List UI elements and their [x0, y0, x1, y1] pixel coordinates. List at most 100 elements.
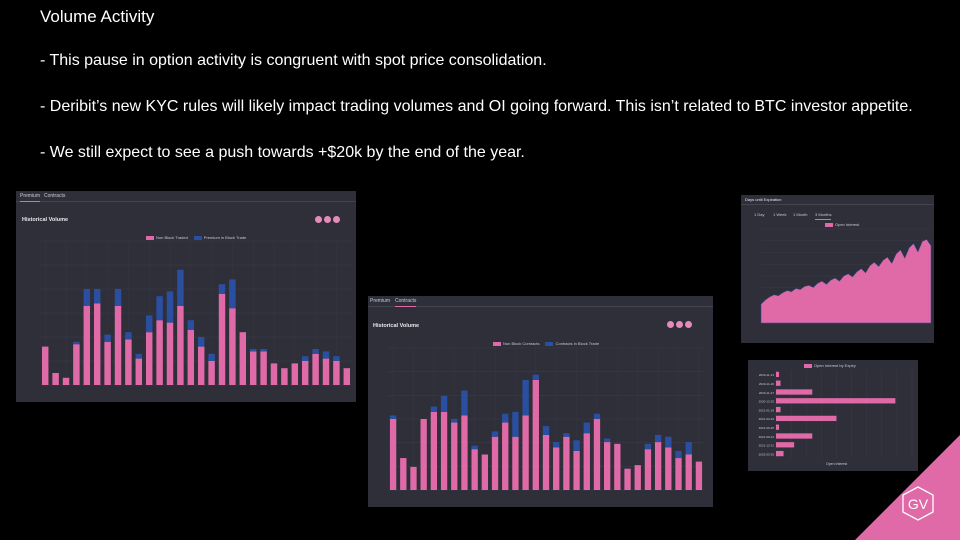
bar-block	[218, 284, 226, 294]
zoom-icon[interactable]	[676, 321, 683, 328]
bar-expiry	[776, 406, 781, 413]
bar-non-block	[281, 368, 288, 385]
bar-non-block	[125, 339, 132, 385]
reset-icon[interactable]	[685, 321, 692, 328]
download-icon[interactable]	[315, 216, 322, 223]
logo-hexagon	[902, 486, 934, 521]
bar-non-block	[420, 419, 427, 490]
bar-block	[542, 426, 550, 435]
legend-item[interactable]: Open Interest	[825, 222, 859, 227]
bar-non-block	[249, 351, 257, 385]
bar-block	[430, 406, 438, 412]
premium-volume-panel: Premium Contracts Historical Volume Non …	[16, 191, 356, 402]
bar-non-block	[322, 358, 330, 385]
chart-legend: Open Interest	[825, 222, 859, 227]
bar-non-block	[614, 443, 621, 490]
bar-block	[502, 413, 509, 423]
bar-non-block	[301, 361, 309, 385]
tab-contracts[interactable]: Contracts	[44, 193, 66, 199]
tab-premium[interactable]: Premium	[20, 193, 41, 202]
bar-non-block	[229, 308, 236, 385]
reset-icon[interactable]	[333, 216, 340, 223]
bar-block	[675, 450, 682, 459]
bar-block	[654, 434, 662, 443]
tab-3-months[interactable]: 3 Months	[815, 212, 832, 220]
open-interest-panel: Days until Expiration 1 Day 1 Week 1 Mon…	[741, 195, 934, 343]
bar-non-block	[145, 332, 153, 385]
bar-block	[125, 332, 132, 340]
bar-non-block	[461, 415, 468, 490]
bar-non-block	[114, 305, 122, 385]
bar-block	[73, 341, 80, 345]
y-tick-label: 2020-11-20	[759, 382, 774, 386]
bar-non-block	[218, 293, 226, 385]
y-tick-label: 2020-12-25	[759, 400, 775, 404]
bar-non-block	[553, 447, 560, 490]
bar-block	[573, 440, 580, 451]
bar-non-block	[177, 305, 184, 385]
bar-block	[229, 279, 236, 309]
bar-expiry	[776, 398, 896, 404]
legend-item[interactable]: Contracts in Block Trade	[545, 341, 599, 346]
bar-non-block	[62, 377, 70, 385]
bar-block	[451, 419, 458, 423]
tab-contracts[interactable]: Contracts	[395, 298, 417, 307]
bar-block	[471, 445, 478, 450]
bar-block	[104, 334, 111, 342]
y-tick-label: 2021-06-25	[759, 426, 775, 430]
bar-block	[389, 415, 397, 419]
chart-legend: Non Block Traded Premium in Block Trade	[146, 235, 246, 240]
bullet-2: - Deribit’s new KYC rules will likely im…	[40, 98, 913, 115]
zoom-icon[interactable]	[324, 216, 331, 223]
bar-block	[197, 337, 205, 347]
chart-actions	[315, 216, 340, 223]
bar-non-block	[187, 329, 195, 385]
tab-1-week[interactable]: 1 Week	[773, 212, 787, 217]
bar-non-block	[573, 450, 580, 490]
bar-non-block	[451, 422, 458, 490]
legend-item[interactable]: Open Interest by Expiry	[804, 363, 856, 368]
bar-block	[553, 442, 560, 448]
legend-item[interactable]: Non Block Contracts	[493, 341, 539, 346]
bar-block	[604, 438, 611, 443]
bar-block	[156, 296, 163, 321]
y-tick-label: 2020-11-13	[759, 373, 774, 377]
tab-1-day[interactable]: 1 Day	[754, 212, 765, 217]
tab-premium[interactable]: Premium	[370, 298, 391, 304]
legend-item[interactable]: Non Block Traded	[146, 235, 188, 240]
bar-block	[208, 353, 215, 361]
bar-expiry	[776, 450, 784, 457]
download-icon[interactable]	[667, 321, 674, 328]
bar-non-block	[491, 436, 499, 490]
bar-non-block	[291, 363, 299, 385]
bar-non-block	[512, 436, 519, 490]
bar-expiry	[776, 415, 837, 422]
bar-block	[187, 320, 195, 330]
logo-triangle	[855, 435, 960, 540]
bar-non-block	[502, 422, 509, 490]
logo-text: GV	[908, 496, 929, 512]
bar-non-block	[440, 411, 448, 490]
bar-non-block	[83, 305, 91, 385]
bar-block	[135, 353, 143, 359]
bar-expiry	[776, 380, 781, 386]
bar-expiry	[776, 442, 795, 448]
bar-non-block	[685, 454, 692, 490]
gv-logo: GV	[855, 435, 960, 540]
slide-title: Volume Activity	[40, 7, 155, 26]
y-tick-label: 2021-03-26	[759, 417, 775, 421]
bar-block	[644, 443, 652, 450]
bar-non-block	[695, 461, 703, 490]
bar-non-block	[604, 442, 611, 490]
bar-non-block	[665, 447, 672, 490]
tab-1-month[interactable]: 1 Month	[793, 212, 808, 217]
bar-non-block	[532, 379, 539, 490]
bar-block	[312, 349, 319, 354]
bar-non-block	[93, 303, 101, 385]
bar-expiry	[776, 371, 780, 378]
chart-legend: Non Block Contracts Contracts in Block T…	[493, 341, 599, 346]
bar-expiry	[776, 433, 813, 439]
bar-block	[563, 433, 570, 437]
bar-block	[583, 422, 590, 434]
legend-item[interactable]: Premium in Block Trade	[193, 235, 246, 240]
